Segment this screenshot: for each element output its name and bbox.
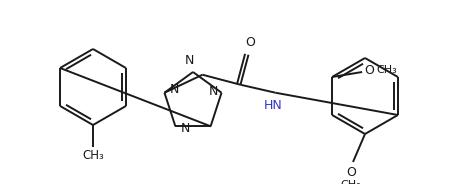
Text: N: N	[184, 54, 194, 67]
Text: HN: HN	[264, 99, 283, 112]
Text: N: N	[209, 85, 218, 98]
Text: CH₃: CH₃	[341, 180, 361, 184]
Text: CH₃: CH₃	[376, 65, 397, 75]
Text: O: O	[364, 63, 374, 77]
Text: O: O	[346, 166, 356, 179]
Text: O: O	[246, 36, 256, 49]
Text: N: N	[180, 122, 190, 135]
Text: CH₃: CH₃	[82, 149, 104, 162]
Text: N: N	[170, 83, 179, 96]
